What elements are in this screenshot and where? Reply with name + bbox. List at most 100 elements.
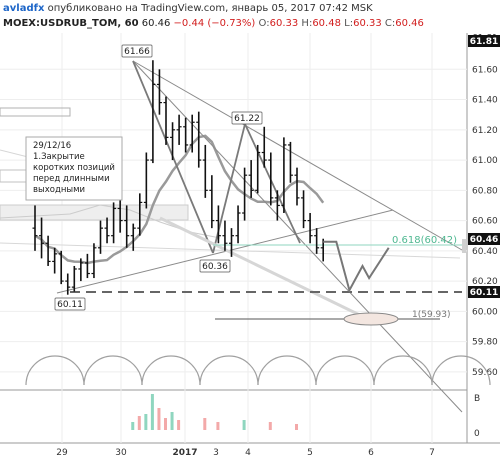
open-label: O: <box>258 18 270 29</box>
candle <box>117 197 123 233</box>
candle <box>39 217 45 259</box>
last-price: 60.46 <box>141 18 171 29</box>
symbol-line: MOEX:USDRUB_TOM, 60 60.46 −0.44 (−0.73%)… <box>3 18 424 29</box>
candle <box>268 152 274 206</box>
candle <box>222 220 228 251</box>
moving-average-line <box>34 134 325 265</box>
candle <box>176 114 182 145</box>
annotation-line-2: 1.Закрытие <box>33 152 85 162</box>
volume-bar <box>137 416 141 430</box>
price-change: −0.44 (−0.73%) <box>173 18 256 29</box>
candle <box>124 205 130 248</box>
support-price-tag <box>468 286 500 298</box>
old-label-box-3 <box>0 204 189 221</box>
projected-path <box>323 240 390 293</box>
candle <box>130 223 136 251</box>
annotation-line-5: выходными <box>33 185 85 195</box>
candle <box>189 114 195 153</box>
last-price-tag <box>468 233 500 245</box>
cycle-arc <box>199 355 259 386</box>
close-label: C: <box>384 18 396 29</box>
candle <box>307 213 313 244</box>
support-price-text: 60.11 <box>470 288 498 298</box>
annotation-callout[interactable]: 29/12/16 1.Закрытие коротких позиций пер… <box>25 136 123 201</box>
annotation-line-1: 29/12/16 <box>33 141 71 151</box>
low2-box <box>54 297 86 311</box>
cycle-arc <box>315 355 375 386</box>
candle <box>281 137 287 214</box>
candles <box>32 60 326 295</box>
time-tick-label: 6 <box>368 448 374 458</box>
chart-header: avladfx опубликовано на TradingView.com,… <box>0 0 500 34</box>
time-tick-label: 3 <box>213 448 219 458</box>
low2-label: 60.11 <box>57 300 83 310</box>
price-tick-label: 61.00 <box>472 156 498 166</box>
time-tick-label: 30 <box>115 448 127 458</box>
cycle-arcs <box>25 355 491 386</box>
top-price-text: 61.81 <box>470 37 498 47</box>
peak2-label: 61.22 <box>234 114 260 124</box>
cycle-arc <box>431 355 491 386</box>
candle <box>163 96 169 145</box>
peak2-box <box>231 111 263 125</box>
candle <box>294 167 300 206</box>
volume-bar <box>203 418 207 430</box>
open-value: 60.33 <box>269 18 299 29</box>
low-label: L: <box>344 18 354 29</box>
peak1-box <box>121 44 153 58</box>
volume-bar <box>131 422 135 430</box>
price-tags: 61.81 60.46 60.11 <box>468 35 500 298</box>
volume-bar <box>216 422 220 430</box>
target-label: 1(59.93) <box>412 310 451 320</box>
volume-bar <box>157 408 161 430</box>
leg-down-2 <box>244 123 301 244</box>
candle <box>52 247 58 274</box>
annotation-line-4: перед длинными <box>33 174 110 184</box>
candle <box>255 144 261 194</box>
candle <box>196 111 202 168</box>
publish-info: опубликовано на TradingView.com, январь … <box>47 3 373 14</box>
price-tick-label: 61.40 <box>472 96 498 106</box>
volume-axis-top: B <box>474 394 480 404</box>
price-tick-label: 60.20 <box>472 277 498 287</box>
price-tick-label: 60.00 <box>472 307 498 317</box>
time-tick-label: 5 <box>307 448 313 458</box>
candle <box>111 202 117 244</box>
candle <box>202 144 208 198</box>
low1-box <box>199 259 231 273</box>
candle <box>65 273 71 295</box>
candle <box>235 205 241 244</box>
price-tick-label: 59.60 <box>472 368 498 378</box>
cycle-arc <box>257 355 317 386</box>
scroll-marker <box>462 239 466 253</box>
candle <box>301 190 307 229</box>
annotation-line-3: коротких позиций <box>33 163 115 173</box>
volume-axis-zero: 0 <box>474 429 480 439</box>
candle <box>104 217 110 244</box>
candle <box>314 228 320 254</box>
time-tick-label: 29 <box>56 448 68 458</box>
author-name[interactable]: avladfx <box>3 3 45 14</box>
fib-label: 0.618(60.42) <box>392 235 457 246</box>
symbol-name[interactable]: MOEX:USDRUB_TOM, 60 <box>3 18 139 29</box>
candle <box>287 141 293 183</box>
candle <box>248 160 254 198</box>
low-value: 60.33 <box>353 18 382 29</box>
publish-line: avladfx опубликовано на TradingView.com,… <box>3 3 373 14</box>
candle <box>78 258 84 282</box>
shadow-channel <box>159 216 371 322</box>
candle <box>91 243 97 279</box>
volume-bar <box>268 422 272 430</box>
annotation-box <box>25 136 123 201</box>
candle <box>32 205 38 251</box>
cycle-arc <box>373 355 433 386</box>
upper-trend-line <box>132 60 463 251</box>
high-value: 60.48 <box>312 18 341 29</box>
volume-bar <box>295 424 298 430</box>
candle <box>98 220 103 254</box>
analysis-drawings <box>25 60 491 413</box>
volume-bar <box>150 394 154 430</box>
old-label-box <box>0 107 71 117</box>
cycle-arc <box>25 355 85 386</box>
